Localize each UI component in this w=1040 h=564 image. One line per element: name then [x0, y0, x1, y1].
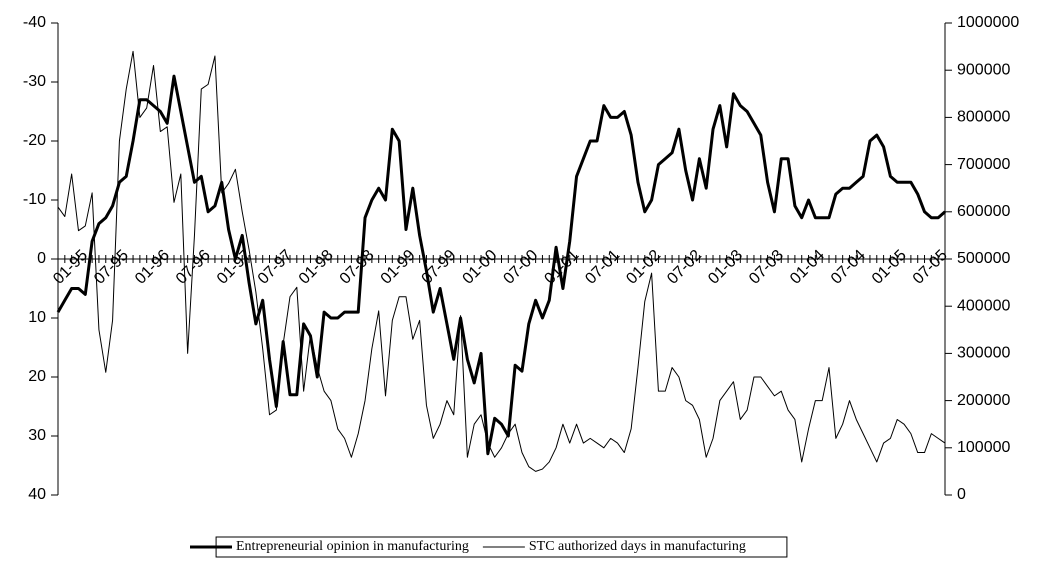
y2-tick-label: 500000 [957, 250, 1010, 267]
x-tick-label: 01-04 [787, 247, 828, 288]
series-line [56, 74, 946, 456]
x-tick-label: 01-05 [869, 247, 910, 288]
x-tick-label: 07-02 [664, 247, 705, 288]
x-tick-label: 01-02 [623, 247, 664, 288]
y2-tick-label: 900000 [957, 61, 1010, 78]
x-tick-label: 07-03 [746, 247, 787, 288]
x-tick-label: 01-00 [460, 247, 501, 288]
x-tick-label: 07-95 [91, 247, 132, 288]
legend: Entrepreneurial opinion in manufacturing… [190, 536, 788, 558]
x-tick-label: 07-97 [255, 247, 296, 288]
x-tick-label: 07-98 [337, 247, 378, 288]
x-tick-label: 01-99 [378, 247, 419, 288]
y-tick-label: 30 [28, 427, 46, 444]
y2-tick-label: 800000 [957, 109, 1010, 126]
x-tick-label: 01-95 [50, 247, 91, 288]
x-tick-label: 07-04 [828, 247, 869, 288]
y-tick-label: -30 [23, 73, 46, 90]
x-tick-label: 07-00 [500, 247, 541, 288]
x-tick-label: 01-98 [296, 247, 337, 288]
legend-label: Entrepreneurial opinion in manufacturing [236, 539, 469, 554]
y2-tick-label: 100000 [957, 439, 1010, 456]
y-tick-label: 0 [37, 250, 46, 267]
y-tick-label: 10 [28, 309, 46, 326]
y2-tick-label: 600000 [957, 203, 1010, 220]
y2-tick-label: 200000 [957, 392, 1010, 409]
legend-label: STC authorized days in manufacturing [529, 539, 746, 554]
series-line [57, 50, 946, 472]
y2-tick-label: 700000 [957, 156, 1010, 173]
y-tick-label: -10 [23, 191, 46, 208]
y2-tick-label: 300000 [957, 345, 1010, 362]
x-tick-label: 01-96 [132, 247, 173, 288]
y-tick-label: 40 [28, 486, 46, 503]
y2-tick-label: 400000 [957, 297, 1010, 314]
x-tick-label: 07-01 [582, 247, 623, 288]
y-tick-label: -20 [23, 132, 46, 149]
y-tick-label: -40 [23, 14, 46, 31]
y2-tick-label: 0 [957, 486, 966, 503]
x-tick-label: 01-03 [705, 247, 746, 288]
y2-tick-label: 1000000 [957, 14, 1019, 31]
y-tick-label: 20 [28, 368, 46, 385]
